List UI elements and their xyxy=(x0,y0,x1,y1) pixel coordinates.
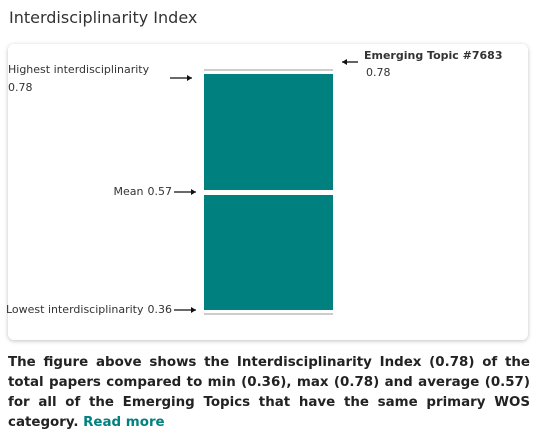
highest-arrow-head xyxy=(187,75,192,81)
lowest-arrow-head xyxy=(191,307,196,313)
topic-arrow-head xyxy=(342,59,347,65)
topic-label: Emerging Topic #7683 xyxy=(364,49,502,62)
mean-arrow-head xyxy=(191,189,196,195)
mean-value: 0.57 xyxy=(148,185,173,198)
highest-label: Highest interdisciplinarity xyxy=(8,63,150,76)
chart: Highest interdisciplinarity 0.78 Mean 0.57 L… xyxy=(6,49,502,316)
lowest-label: Lowest interdisciplinarity 0.36 xyxy=(6,303,172,316)
mean-label: Mean 0.57 xyxy=(114,185,172,198)
bar-upper xyxy=(204,74,333,190)
read-more-link[interactable]: Read more xyxy=(83,415,165,430)
bar-lower xyxy=(204,195,333,310)
lowest-text: Lowest interdisciplinarity xyxy=(6,303,144,316)
section-title: Interdisciplinarity Index xyxy=(9,8,198,27)
mean-text: Mean xyxy=(114,185,144,198)
topic-value: 0.78 xyxy=(366,66,391,79)
description-text: The figure above shows the Interdiscipli… xyxy=(8,355,530,430)
lowest-value: 0.36 xyxy=(148,303,173,316)
highest-value: 0.78 xyxy=(8,81,33,94)
description: The figure above shows the Interdiscipli… xyxy=(8,353,530,433)
